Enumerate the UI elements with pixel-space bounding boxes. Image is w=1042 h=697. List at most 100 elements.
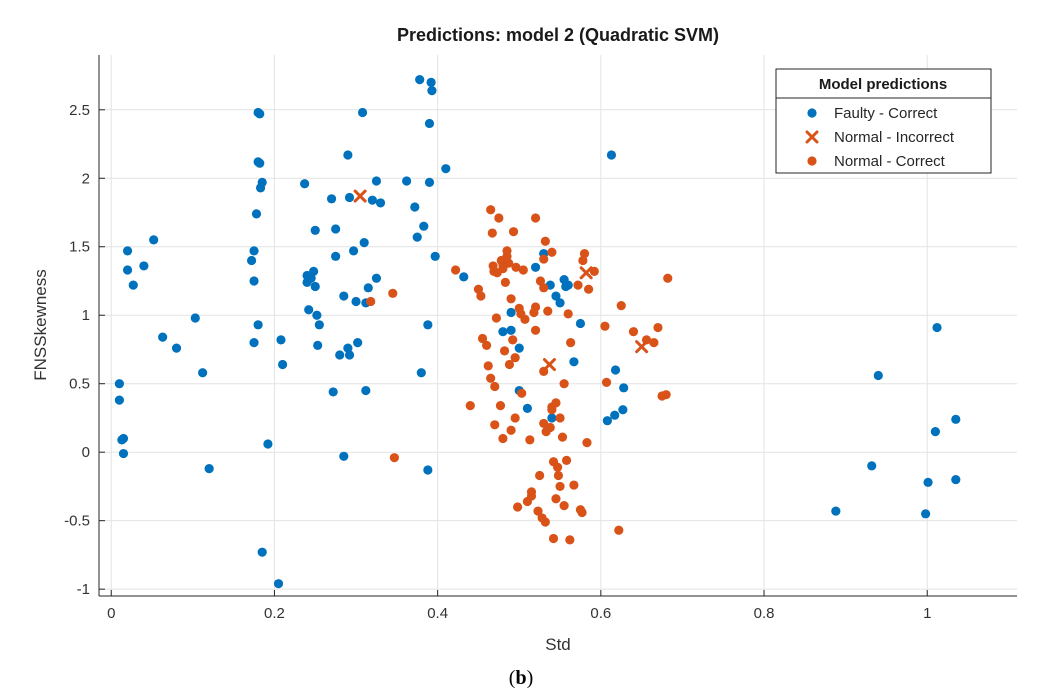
data-point — [551, 291, 561, 301]
data-point — [606, 150, 617, 160]
legend-box — [775, 68, 992, 174]
data-point — [171, 343, 182, 353]
legend-entry: Normal - Correct — [807, 153, 946, 170]
data-point — [539, 283, 549, 293]
data-point — [535, 276, 546, 286]
data-point — [653, 322, 663, 333]
data-point — [249, 338, 259, 348]
data-point — [510, 413, 520, 423]
data-point — [506, 294, 516, 304]
data-point — [353, 338, 363, 348]
data-point — [251, 209, 262, 219]
series-normal-correct — [366, 205, 673, 545]
y-tick-label: 2 — [82, 170, 90, 187]
data-point — [328, 387, 338, 397]
data-point — [114, 379, 124, 389]
legend-entries: Faulty - Correct Normal - Incorrect Normal… — [805, 105, 955, 170]
y-tick-label: -0.5 — [64, 513, 90, 530]
data-point — [412, 232, 422, 242]
data-point — [582, 438, 592, 448]
data-point — [500, 277, 510, 287]
y-ticks: -1 -0.5 0 0.5 1 1.5 2 2.5 — [64, 102, 105, 598]
data-point — [494, 213, 504, 223]
data-point — [661, 390, 671, 400]
data-point — [559, 501, 569, 511]
data-point — [552, 462, 563, 472]
legend-label: Normal - Incorrect — [834, 129, 955, 146]
data-point — [559, 379, 569, 389]
caption-open-paren: ( — [509, 667, 516, 689]
data-point — [357, 107, 368, 118]
data-point — [569, 357, 579, 367]
y-tick-label: 0 — [82, 444, 90, 461]
data-point — [573, 280, 583, 290]
data-point — [504, 359, 515, 370]
data-point — [118, 448, 129, 459]
data-point — [257, 547, 267, 557]
data-point — [517, 388, 527, 398]
data-point — [506, 307, 516, 318]
data-point — [530, 325, 541, 335]
data-point — [278, 359, 288, 370]
data-point — [553, 470, 564, 481]
y-tick-label: 1.5 — [69, 239, 90, 256]
data-point — [511, 262, 521, 272]
data-point — [873, 370, 883, 381]
data-point — [344, 350, 355, 360]
data-point — [190, 313, 200, 323]
data-point — [423, 465, 433, 475]
legend: Model predictions Faulty - Correct Normal… — [775, 68, 992, 174]
data-point — [361, 385, 371, 396]
data-point — [508, 335, 518, 345]
data-point — [649, 338, 659, 348]
data-point — [561, 455, 572, 466]
x-tick-label: 1 — [923, 605, 931, 622]
data-point — [520, 314, 530, 324]
data-point — [490, 420, 500, 430]
caption-letter: b — [515, 667, 526, 689]
legend-marker — [807, 108, 817, 118]
data-point — [339, 291, 349, 301]
data-point — [610, 365, 621, 375]
data-point — [253, 320, 263, 330]
data-point — [569, 480, 579, 490]
legend-label: Normal - Correct — [834, 153, 946, 170]
legend-label: Faulty - Correct — [834, 105, 938, 122]
legend-entry: Normal - Incorrect — [805, 129, 955, 146]
x-tick-label: 0 — [107, 605, 115, 622]
data-point — [575, 318, 586, 329]
data-point — [257, 177, 267, 187]
data-point — [313, 340, 323, 350]
data-point — [430, 251, 440, 261]
data-point — [577, 507, 587, 518]
data-point — [416, 368, 426, 378]
data-point — [589, 266, 599, 276]
data-point — [371, 176, 382, 186]
data-point — [375, 198, 386, 208]
data-point — [547, 405, 557, 415]
data-point — [424, 118, 435, 129]
data-point — [555, 413, 565, 423]
data-point — [600, 321, 610, 331]
data-point — [410, 202, 420, 212]
data-point — [563, 280, 573, 290]
x-tick-label: 0.6 — [590, 605, 611, 622]
data-point — [540, 236, 550, 246]
data-point — [419, 221, 429, 231]
data-point — [114, 395, 124, 405]
data-point — [122, 265, 133, 275]
data-point — [363, 283, 373, 293]
data-point — [198, 368, 208, 378]
data-point — [371, 273, 382, 283]
data-point — [459, 272, 469, 282]
data-point — [353, 189, 367, 203]
data-point — [149, 235, 159, 245]
data-point — [618, 405, 628, 415]
data-point — [601, 377, 612, 387]
data-point — [535, 470, 545, 481]
data-point — [616, 301, 626, 311]
data-point — [312, 310, 322, 320]
data-point — [506, 325, 516, 335]
data-point — [510, 353, 520, 363]
